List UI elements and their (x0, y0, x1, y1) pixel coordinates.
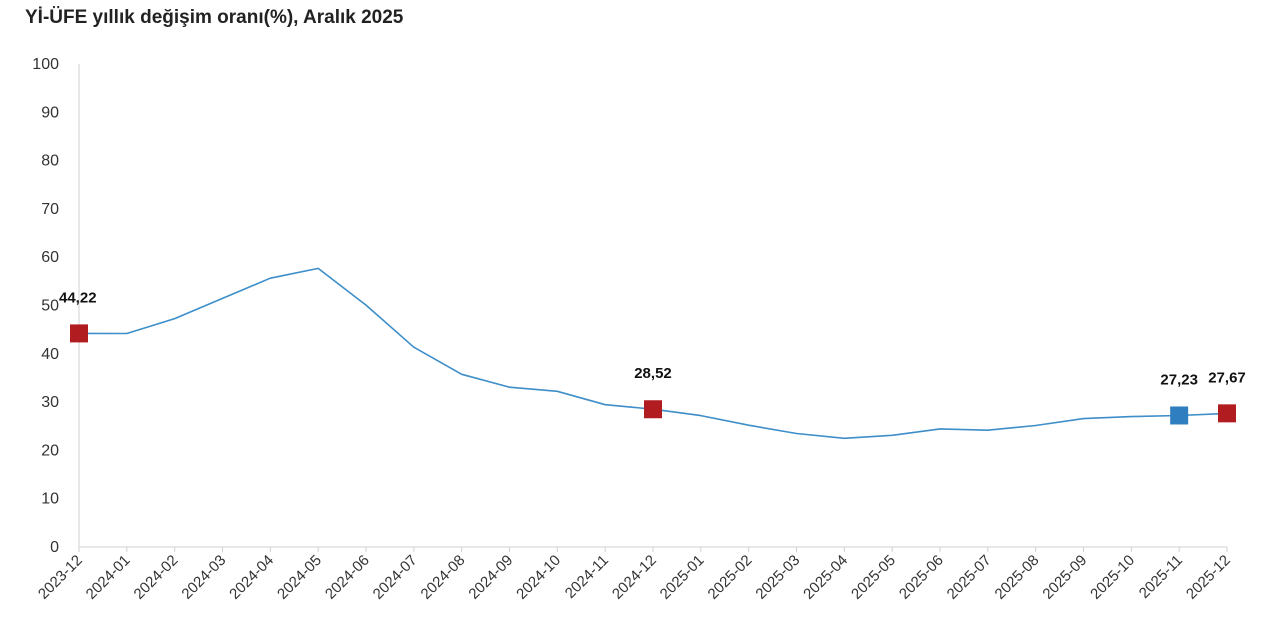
y-tick-label: 50 (41, 298, 59, 315)
x-tick-label: 2024-02 (131, 552, 182, 603)
data-label: 27,23 (1160, 371, 1198, 388)
x-tick-label: 2025-01 (657, 552, 708, 603)
x-tick-label: 2025-12 (1183, 552, 1234, 603)
x-tick-label: 2025-05 (848, 552, 899, 603)
y-tick-label: 0 (50, 539, 59, 556)
y-tick-label: 100 (32, 56, 59, 73)
x-tick-label: 2024-05 (274, 552, 325, 603)
y-tick-label: 30 (41, 394, 59, 411)
x-tick-label: 2024-06 (322, 552, 373, 603)
x-tick-label: 2025-11 (1136, 552, 1186, 602)
data-label: 27,67 (1208, 369, 1246, 386)
y-tick-label: 60 (41, 249, 59, 266)
x-tick-label: 2024-11 (562, 552, 612, 602)
x-axis: 2023-122024-012024-022024-032024-042024-… (35, 546, 1234, 603)
data-labels: 44,22 28,52 27,23 27,67 (59, 289, 1246, 388)
x-tick-label: 2025-06 (896, 552, 947, 603)
y-tick-label: 20 (41, 442, 59, 459)
x-tick-label: 2024-08 (418, 552, 469, 603)
data-point-marker (70, 324, 88, 343)
x-tick-label: 2024-09 (465, 552, 516, 603)
x-tick-label: 2024-03 (178, 552, 229, 603)
x-tick-label: 2024-01 (83, 552, 134, 603)
x-tick-label: 2025-09 (1039, 552, 1090, 603)
x-tick-label: 2025-03 (752, 552, 803, 603)
x-tick-label: 2024-10 (513, 552, 564, 603)
data-label: 28,52 (634, 365, 672, 382)
data-point-marker (1218, 404, 1236, 423)
x-tick-label: 2025-02 (705, 552, 756, 603)
y-tick-label: 10 (41, 491, 59, 508)
x-tick-label: 2025-04 (800, 552, 851, 603)
data-label: 44,22 (59, 289, 97, 306)
x-tick-label: 2025-07 (944, 552, 995, 603)
x-tick-label: 2023-12 (35, 552, 86, 603)
x-tick-label: 2024-04 (226, 552, 277, 603)
x-tick-label: 2025-10 (1087, 552, 1138, 603)
y-tick-label: 40 (41, 346, 59, 363)
x-tick-label: 2024-12 (609, 552, 660, 603)
y-tick-label: 70 (41, 201, 59, 218)
y-tick-label: 90 (41, 104, 59, 121)
data-point-marker (1170, 406, 1189, 425)
highlight-markers (70, 324, 1236, 425)
chart-title: Yİ-ÜFE yıllık değişim oranı(%), Aralık 2… (25, 7, 404, 28)
y-tick-label: 80 (41, 153, 59, 170)
y-axis: 0 10 20 30 40 50 60 70 80 90 100 (32, 56, 80, 556)
x-tick-label: 2024-07 (370, 552, 421, 603)
data-point-marker (644, 400, 662, 419)
x-tick-label: 2025-08 (992, 552, 1043, 603)
